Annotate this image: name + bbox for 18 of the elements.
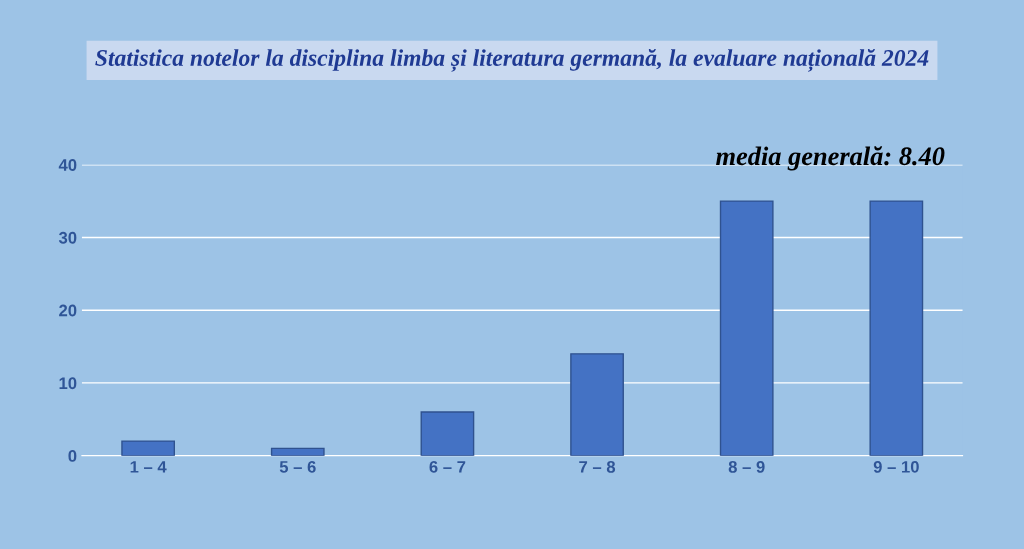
y-tick-label: 30 (58, 231, 77, 244)
chart-title: Statistica notelor la disciplina limba și literatura germană, la evaluare națională 2024 (95, 49, 929, 72)
y-tick-label: 20 (59, 304, 77, 317)
x-tick-label: 1 – 4 (130, 461, 167, 473)
annotation: media generală: 8.40 (716, 146, 945, 171)
bar (869, 200, 924, 456)
bar (719, 200, 774, 456)
x-tick-label: 8 – 9 (728, 460, 765, 473)
y-tick-label: 40 (58, 159, 77, 171)
x-tick-label: 5 – 6 (279, 460, 316, 473)
x-tick-label: 7 – 8 (579, 460, 616, 473)
x-tick-label: 9 – 10 (873, 460, 919, 473)
bar (121, 440, 176, 456)
bar (420, 411, 475, 456)
y-tick-label: 10 (59, 377, 77, 390)
bar (570, 353, 624, 456)
y-tick-label: 0 (68, 450, 77, 462)
x-tick-label: 6 – 7 (429, 460, 466, 473)
